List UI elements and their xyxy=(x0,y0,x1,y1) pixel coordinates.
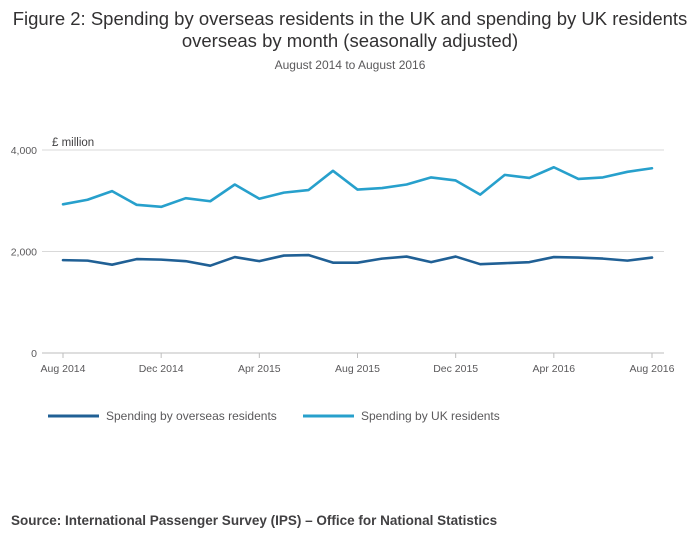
y-tick-label: 0 xyxy=(31,348,37,360)
x-tick-label: Apr 2015 xyxy=(238,363,281,375)
chart-subtitle: August 2014 to August 2016 xyxy=(274,58,426,72)
legend-item-overseas-residents: Spending by overseas residents xyxy=(48,409,277,423)
series-line-overseas-residents xyxy=(61,253,654,268)
y-tick-label: 2,000 xyxy=(11,247,37,259)
x-tick-label: Dec 2014 xyxy=(139,363,184,375)
x-tick-label: Aug 2015 xyxy=(335,363,380,375)
x-tick-label: Dec 2015 xyxy=(433,363,478,375)
legend-item-uk-residents: Spending by UK residents xyxy=(303,409,500,423)
chart-title: Figure 2: Spending by overseas residents… xyxy=(12,8,688,51)
x-tick-label: Aug 2016 xyxy=(630,363,675,375)
axes: 0 2,000 4,000 Aug 2014 Dec 2014 Apr 2015 Aug 2… xyxy=(11,145,675,375)
source-note: Source: International Passenger Survey (… xyxy=(11,513,498,528)
x-tick-label: Apr 2016 xyxy=(533,363,576,375)
series-line-uk-residents xyxy=(61,165,654,209)
y-tick-label: 4,000 xyxy=(11,145,37,157)
y-axis-unit-label: £ million xyxy=(52,137,94,149)
grid-lines xyxy=(42,149,664,354)
x-tick-label: Aug 2014 xyxy=(41,363,86,375)
legend-label: Spending by overseas residents xyxy=(106,409,277,423)
series-lines xyxy=(61,165,654,268)
legend-label: Spending by UK residents xyxy=(361,409,500,423)
legend: Spending by overseas residents Spending b… xyxy=(48,409,500,423)
